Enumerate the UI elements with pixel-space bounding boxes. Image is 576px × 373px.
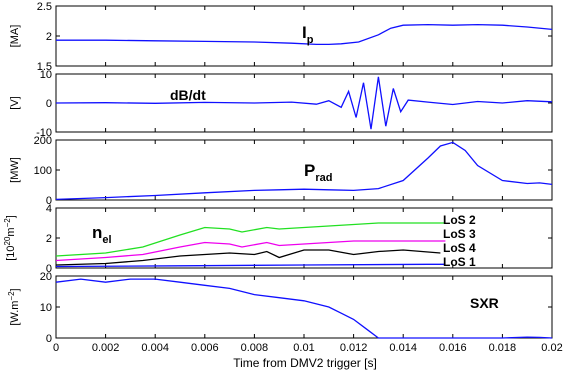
panel-title-5: SXR: [470, 295, 499, 311]
panel-title-4: nel: [92, 223, 112, 246]
y-tick-label-2-2: 10: [40, 69, 52, 81]
panel-title-1: Ip: [302, 23, 314, 46]
y-tick-label-1-0: 1.5: [37, 61, 52, 73]
x-tick-label-7: 0.014: [389, 342, 417, 354]
legend-entry-4: LoS 1: [443, 255, 476, 269]
y-tick-label-3-2: 200: [34, 135, 52, 147]
series-line-4-3: [55, 249, 441, 266]
series-line-1-1: [56, 23, 553, 46]
y-axis-label-2: [V]: [9, 96, 21, 109]
panel-frame-4: [55, 207, 553, 269]
y-tick-label-5-0: 0: [46, 333, 52, 345]
x-tick-label-0: 0: [53, 342, 59, 354]
y-tick-label-3-1: 100: [34, 165, 52, 177]
y-tick-label-3-0: 0: [46, 195, 52, 207]
legend-entry-3: LoS 4: [443, 241, 476, 255]
x-tick-label-6: 0.012: [340, 342, 368, 354]
y-axis-label-5: [W.m−2]: [7, 288, 21, 325]
panel-title-3: Prad: [304, 161, 332, 184]
x-tick-label-8: 0.016: [439, 342, 467, 354]
y-tick-label-4-1: 2: [46, 233, 52, 245]
x-tick-label-2: 0.004: [141, 342, 169, 354]
y-tick-label-2-1: 0: [46, 98, 52, 110]
y-tick-label-4-2: 4: [46, 203, 52, 215]
legend-entry-2: LoS 3: [443, 227, 476, 241]
legend-entry-1: LoS 2: [443, 213, 476, 227]
y-tick-label-2-0: -10: [36, 127, 52, 139]
y-tick-label-1-1: 2: [46, 31, 52, 43]
y-tick-label-5-1: 10: [40, 302, 52, 314]
series-line-4-1: [55, 222, 446, 257]
x-axis-label: Time from DMV2 trigger [s]: [233, 356, 377, 370]
x-tick-label-4: 0.008: [241, 342, 269, 354]
y-axis-label-1: [MA]: [9, 25, 21, 48]
series-line-2-1: [55, 76, 553, 130]
x-tick-label-5: 0.01: [293, 342, 314, 354]
y-axis-label-4: [1020m−2]: [3, 215, 17, 261]
series-line-5-1: [55, 278, 553, 339]
y-axis-label-3: [MW]: [9, 157, 21, 183]
x-tick-label-10: 0.02: [541, 342, 562, 354]
y-tick-label-5-2: 20: [40, 271, 52, 283]
panel-title-2: dB/dt: [170, 87, 206, 103]
series-line-4-4: [55, 263, 446, 268]
y-tick-label-4-0: 0: [46, 263, 52, 275]
series-line-4-2: [55, 240, 446, 262]
y-tick-label-1-2: 2.5: [37, 1, 52, 13]
x-tick-label-9: 0.018: [489, 342, 517, 354]
series-line-3-1: [55, 141, 553, 201]
x-tick-label-3: 0.006: [191, 342, 219, 354]
x-tick-label-1: 0.002: [92, 342, 120, 354]
